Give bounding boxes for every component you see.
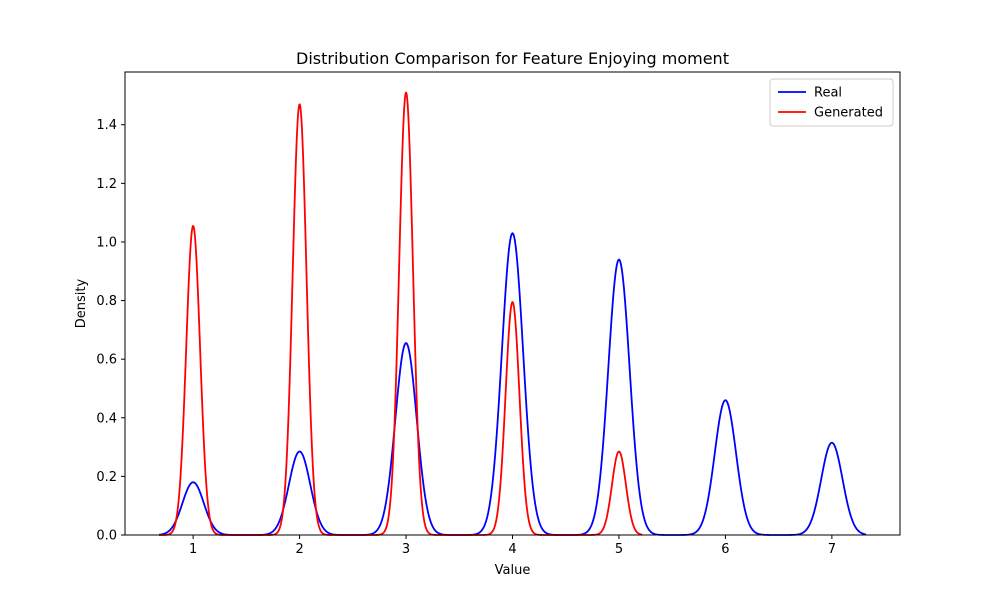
y-tick-label: 0.8 <box>96 294 117 309</box>
x-tick-label: 3 <box>402 542 410 557</box>
y-axis: 0.0 0.2 0.4 0.6 0.8 1.0 1.2 1.4 <box>96 118 125 544</box>
y-tick-label: 0.0 <box>96 529 117 544</box>
x-tick-label: 6 <box>721 542 729 557</box>
y-tick-label: 0.4 <box>96 411 117 426</box>
y-tick-label: 1.0 <box>96 235 117 250</box>
series-line-real <box>158 232 867 536</box>
x-tick-label: 7 <box>828 542 836 557</box>
y-tick-label: 0.2 <box>96 470 117 485</box>
plot-area <box>158 91 867 536</box>
x-axis-label: Value <box>495 563 531 578</box>
y-tick-label: 1.4 <box>96 118 117 133</box>
y-tick-label: 0.6 <box>96 353 117 368</box>
x-tick-label: 1 <box>189 542 197 557</box>
legend-label-real: Real <box>814 86 842 101</box>
y-axis-label: Density <box>74 278 89 328</box>
series-line-generated <box>158 91 643 536</box>
legend-box <box>769 78 894 127</box>
x-axis: 1 2 3 4 5 6 7 <box>189 535 836 557</box>
x-tick-label: 2 <box>295 542 303 557</box>
y-tick-label: 1.2 <box>96 177 117 192</box>
x-tick-label: 5 <box>615 542 623 557</box>
legend: Real Generated <box>769 78 894 127</box>
chart-title: Distribution Comparison for Feature Enjo… <box>296 49 729 68</box>
x-tick-label: 4 <box>508 542 516 557</box>
legend-label-generated: Generated <box>814 106 883 121</box>
